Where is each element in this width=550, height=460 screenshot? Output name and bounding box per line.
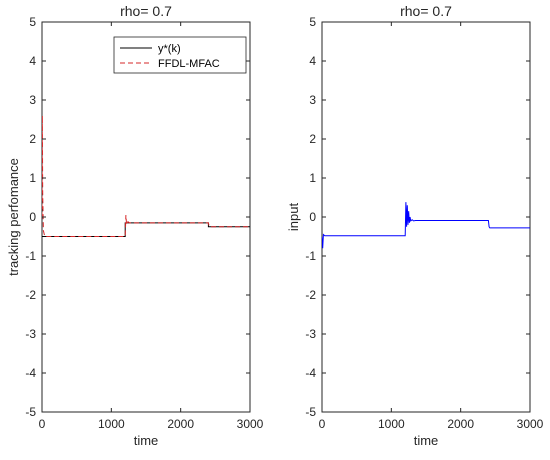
y-tick-label: -1 — [305, 249, 316, 263]
axes-box — [321, 21, 531, 413]
x-tick-label: 0 — [39, 417, 46, 431]
y-tick-label: -3 — [305, 327, 316, 341]
y-tick-label: 5 — [29, 15, 36, 29]
y-tick-label: -5 — [25, 405, 36, 419]
legend-label: FFDL-MFAC — [158, 58, 220, 70]
y-axis-label: input — [286, 203, 301, 232]
left-subplot: 0 1000 2000 3000 5 4 3 2 1 0 -1 -2 -3 -4 -5 rho= 0.7 tim… — [6, 3, 264, 448]
axes-box — [41, 21, 251, 413]
y-tick-label: 3 — [309, 93, 316, 107]
x-tick-label: 3000 — [517, 417, 544, 431]
legend-label: y*(k) — [158, 43, 181, 55]
y-tick-label: 2 — [309, 132, 316, 146]
y-tick-label: 1 — [29, 171, 36, 185]
y-tick-label: -2 — [305, 288, 316, 302]
x-tick-label: 3000 — [237, 417, 264, 431]
y-tick-label: -2 — [25, 288, 36, 302]
right-subplot: 0 1000 2000 3000 5 4 3 2 1 0 -1 -2 -3 -4 -5 rho= 0.7 tim… — [286, 3, 544, 448]
y-tick-label: -3 — [25, 327, 36, 341]
x-tick-label: 2000 — [167, 417, 194, 431]
y-axis-label: tracking perfomance — [6, 158, 21, 276]
y-tick-label: -4 — [25, 366, 36, 380]
legend: y*(k) FFDL-MFAC — [113, 36, 247, 74]
y-tick-label: 0 — [309, 210, 316, 224]
x-tick-label: 1000 — [98, 417, 125, 431]
x-tick-label: 0 — [319, 417, 326, 431]
y-tick-label: 3 — [29, 93, 36, 107]
plot-area — [42, 115, 250, 237]
x-axis-label: time — [414, 433, 439, 448]
x-tick-label: 2000 — [447, 417, 474, 431]
x-tick-label: 1000 — [378, 417, 405, 431]
y-tick-label: 2 — [29, 132, 36, 146]
chart-title: rho= 0.7 — [400, 3, 452, 19]
y-tick-label: 1 — [309, 171, 316, 185]
x-axis-label: time — [134, 433, 159, 448]
y-tick-label: 4 — [309, 54, 316, 68]
y-tick-label: 5 — [309, 15, 316, 29]
y-tick-label: -1 — [25, 249, 36, 263]
y-tick-label: -5 — [305, 405, 316, 419]
y-tick-label: -4 — [305, 366, 316, 380]
plot-area — [322, 202, 530, 249]
y-tick-label: 0 — [29, 210, 36, 224]
y-tick-label: 4 — [29, 54, 36, 68]
chart-title: rho= 0.7 — [120, 3, 172, 19]
legend-box — [113, 36, 247, 74]
series-line-ffdl-mfac — [42, 115, 250, 237]
series-line-input — [322, 202, 530, 249]
